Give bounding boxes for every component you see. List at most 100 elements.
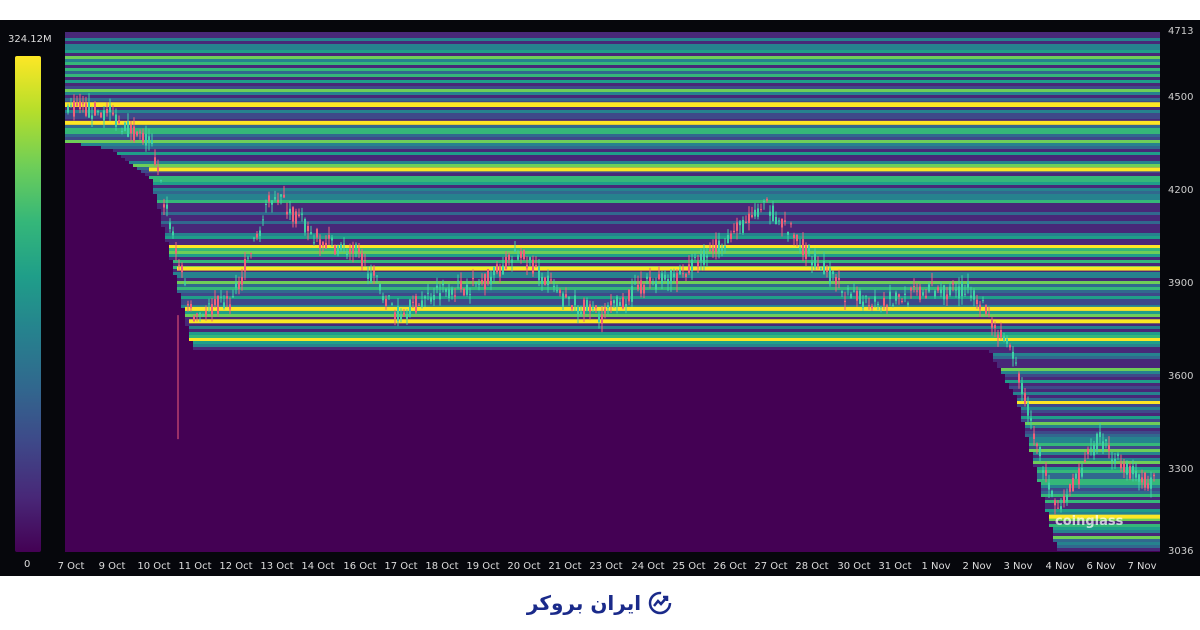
candle-body [493,267,495,276]
liquidity-band [173,260,1160,263]
candle-body [1054,500,1056,506]
liquidity-band [1025,425,1160,428]
candle-body [736,222,738,231]
key-liquidity-level [177,266,1160,271]
liquidity-band [65,62,1160,65]
candle-body [517,255,519,260]
liquidity-band [1033,461,1160,464]
candle-body [190,303,192,309]
candle-body [310,232,312,235]
liquidity-band [1009,386,1160,389]
candle-body [1045,470,1047,476]
candle-body [334,245,336,255]
x-tick-label: 16 Oct [343,561,377,572]
candle-body [712,247,714,252]
candle-body [1003,336,1005,341]
candle-body [961,281,963,297]
candle-body [790,223,792,225]
candle-body [1099,432,1101,438]
liquidity-band [1001,368,1160,371]
candle-body [511,259,513,263]
candle-body [820,268,822,270]
candle-body [814,252,816,268]
candle-body [292,207,294,222]
candle-body [937,287,939,291]
candle-body [76,103,78,106]
liquidity-band [1049,518,1160,521]
liquidity-band [145,173,1160,176]
candle-body [199,312,201,314]
candle-body [142,132,144,143]
liquidity-band [189,332,1160,335]
candle-body [409,299,411,317]
candle-body [238,282,240,289]
candle-body [943,285,945,300]
liquidity-band [153,191,1160,194]
candle-body [337,245,339,255]
candle-body [856,290,858,301]
candle-body [625,304,627,307]
liquidity-band [181,296,1160,299]
candle-body [796,234,798,242]
candle-body [883,297,885,306]
candle-body [1018,373,1020,383]
liquidity-band [189,335,1160,338]
candle-body [832,271,834,275]
candle-body [262,219,264,221]
candle-body [616,296,618,307]
candle-body [223,302,225,308]
liquidity-band [193,341,1160,344]
candle-body [997,334,999,338]
candle-body [733,230,735,233]
candle-body [871,305,873,309]
candle-body [547,275,549,286]
liquidity-band [1053,533,1160,536]
candle-body [442,283,444,286]
candle-body [472,277,474,280]
candle-body [412,301,414,303]
liquidity-band [1045,497,1160,500]
candle-body [460,280,462,290]
candle-body [973,290,975,300]
liquidity-band [173,272,1160,275]
candle-body [592,307,594,309]
candle-body [184,283,186,285]
candle-body [727,235,729,244]
candle-body [235,282,237,288]
candle-body [667,278,669,285]
candle-body [709,249,711,251]
candle-body [580,311,582,315]
candle-body [598,314,600,322]
x-tick-label: 20 Oct [507,561,541,572]
liquidity-band [1009,383,1160,386]
liquidity-band [189,329,1160,332]
candle-body [169,222,171,230]
x-tick-label: 26 Oct [713,561,747,572]
liquidity-band [993,356,1160,359]
candle-body [370,273,372,283]
candle-body [271,200,273,205]
candle-body [805,245,807,259]
candle-body [208,303,210,305]
liquidity-band [161,215,1160,218]
candle-body [601,314,603,324]
candle-body [664,274,666,280]
candle-body [388,295,390,297]
candle-body [232,296,234,298]
candle-body [586,300,588,311]
candle-body [301,213,303,215]
liquidity-band [1053,530,1160,533]
candle-body [721,248,723,251]
candle-body [1138,474,1140,482]
candle-body [250,252,252,254]
liquidity-band [1053,536,1160,539]
x-tick-label: 31 Oct [878,561,912,572]
candle-body [526,264,528,269]
candle-body [151,139,153,144]
liquidity-band [65,89,1160,92]
liquidity-band [181,302,1160,305]
liquidity-band [169,254,1160,257]
candle-body [1087,448,1089,454]
liquidity-band [1053,527,1160,530]
candle-body [217,296,219,314]
